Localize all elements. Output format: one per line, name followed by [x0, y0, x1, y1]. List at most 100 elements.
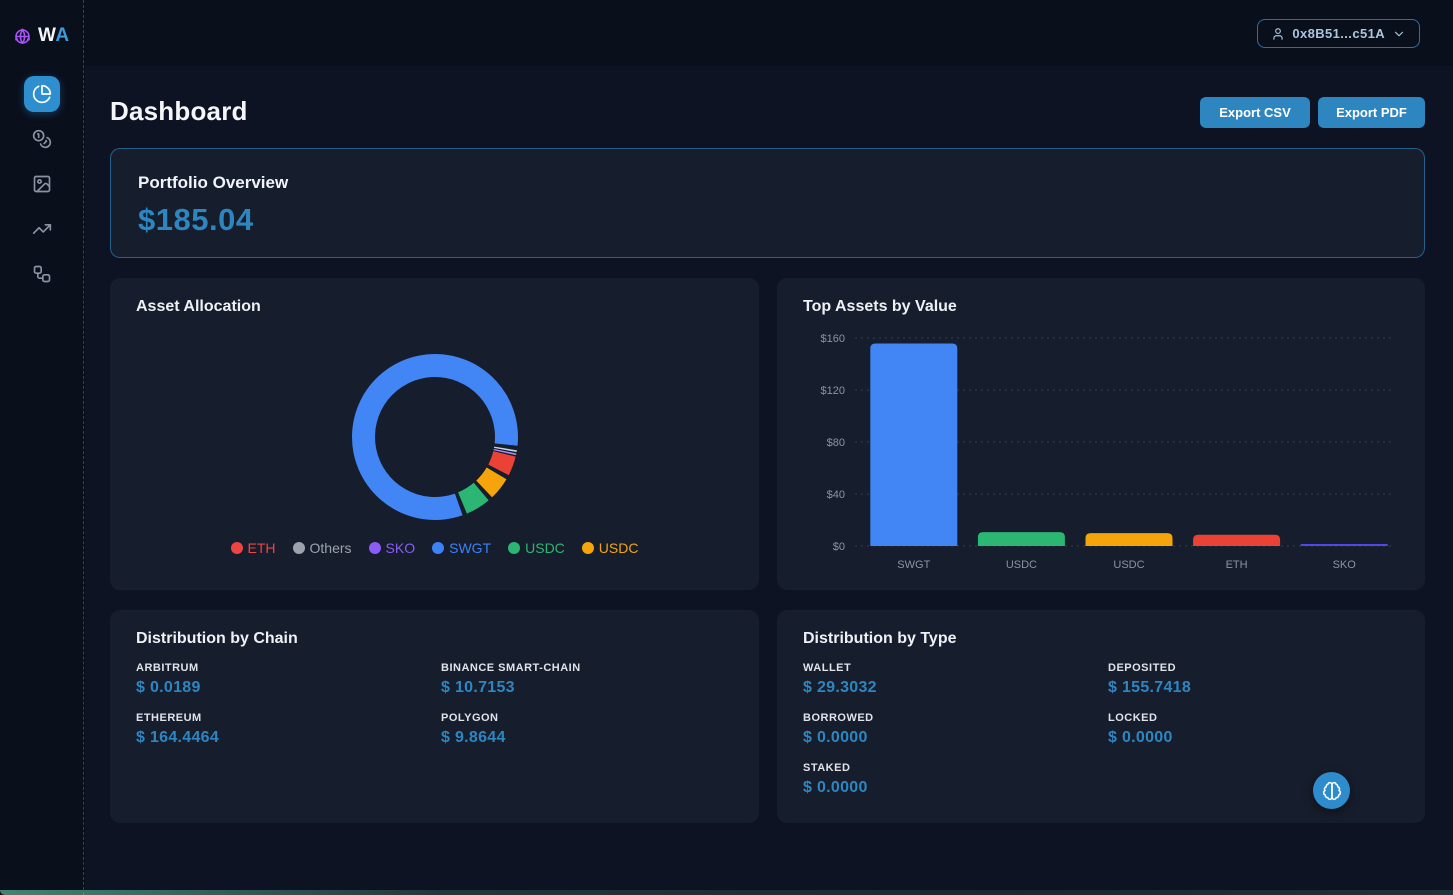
app-logo: WA: [13, 25, 70, 47]
y-axis-tick: $40: [827, 489, 845, 501]
distribution-label: ETHEREUM: [136, 712, 202, 724]
wallet-address: 0x8B51...c51A: [1292, 26, 1385, 41]
donut-slice-usdc-5[interactable]: [458, 482, 489, 514]
distribution-label: WALLET: [803, 662, 852, 674]
donut-legend: ETH Others SKO SWGT USDC USDC: [110, 540, 759, 556]
export-pdf-button[interactable]: Export PDF: [1318, 97, 1425, 128]
distribution-label: BORROWED: [803, 712, 874, 724]
type-distribution-list: WALLET $ 29.3032 DEPOSITED $ 155.7418 BORROW…: [803, 662, 1399, 797]
logo-text: WA: [38, 25, 70, 46]
legend-label: USDC: [598, 540, 639, 556]
ai-assistant-button[interactable]: [1313, 772, 1350, 809]
distribution-by-chain-card: Distribution by Chain ARBITRUM $ 0.0189 BI…: [110, 610, 759, 823]
coins-icon: [32, 129, 52, 149]
distribution-label: POLYGON: [441, 712, 499, 724]
distribution-item-binance-smart-chain: BINANCE SMART-CHAIN $ 10.7153: [441, 662, 733, 697]
distribution-by-type-title: Distribution by Type: [803, 630, 957, 647]
distribution-value: $ 0.0000: [1108, 729, 1173, 746]
distribution-label: BINANCE SMART-CHAIN: [441, 662, 581, 674]
distribution-item-locked: LOCKED $ 0.0000: [1108, 712, 1399, 747]
legend-dot: [230, 542, 243, 554]
distribution-item-polygon: POLYGON $ 9.8644: [441, 712, 733, 747]
legend-dot: [432, 542, 445, 554]
x-axis-label-eth: ETH: [1226, 559, 1248, 571]
sidebar: WA: [0, 0, 84, 895]
globe-network-icon: [15, 28, 30, 44]
distribution-label: LOCKED: [1108, 712, 1158, 724]
y-axis-tick: $80: [827, 437, 845, 449]
distribution-item-ethereum: ETHEREUM $ 164.4464: [136, 712, 441, 747]
distribution-item-deposited: DEPOSITED $ 155.7418: [1108, 662, 1399, 697]
legend-item-usdc[interactable]: USDC: [508, 540, 565, 556]
page-title: Dashboard: [110, 96, 248, 126]
legend-item-others[interactable]: Others: [292, 540, 352, 556]
sidebar-item-tokens[interactable]: [24, 121, 60, 157]
distribution-item-borrowed: BORROWED $ 0.0000: [803, 712, 1108, 747]
legend-item-sko[interactable]: SKO: [368, 540, 416, 556]
distribution-item-wallet: WALLET $ 29.3032: [803, 662, 1108, 697]
legend-item-eth[interactable]: ETH: [230, 540, 276, 556]
x-axis-label-usdc: USDC: [1113, 559, 1144, 571]
sidebar-item-dashboard[interactable]: [24, 76, 60, 112]
chain-distribution-list: ARBITRUM $ 0.0189 BINANCE SMART-CHAIN $ 10.…: [136, 662, 733, 747]
y-axis-tick: $120: [821, 385, 845, 397]
distribution-value: $ 155.7418: [1108, 679, 1192, 696]
top-assets-card: Top Assets by Value $0 $40 $80 $120 $160 SWGT…: [777, 278, 1425, 590]
legend-dot: [581, 542, 594, 554]
top-assets-bar-chart[interactable]: $0 $40 $80 $120 $160 SWGT USDC USDC ETH SKO: [777, 318, 1425, 580]
distribution-label: ARBITRUM: [136, 662, 199, 674]
sidebar-nav: [0, 76, 84, 292]
distribution-by-chain-title: Distribution by Chain: [136, 630, 298, 647]
donut-slice-eth-3[interactable]: [488, 451, 516, 476]
portfolio-total-value: $185.04: [138, 202, 254, 237]
bar-usdc-2[interactable]: [1085, 533, 1173, 546]
distribution-value: $ 10.7153: [441, 679, 515, 696]
x-axis-label-swgt: SWGT: [897, 559, 930, 571]
legend-item-usdc[interactable]: USDC: [581, 540, 639, 556]
legend-label: SWGT: [449, 540, 492, 556]
distribution-item-arbitrum: ARBITRUM $ 0.0189: [136, 662, 441, 697]
legend-label: ETH: [247, 540, 276, 556]
sidebar-item-nfts[interactable]: [24, 166, 60, 202]
donut-slice-sko-2[interactable]: [493, 448, 517, 456]
bar-eth-3[interactable]: [1193, 534, 1281, 546]
legend-label: Others: [309, 540, 352, 556]
wallet-address-button[interactable]: 0x8B51...c51A: [1257, 19, 1420, 48]
main-content: Dashboard Export CSV Export PDF Portfoli…: [85, 66, 1453, 895]
brain-icon: [1322, 781, 1341, 800]
top-assets-title: Top Assets by Value: [803, 298, 957, 315]
chevron-down-icon: [1394, 31, 1404, 36]
distribution-value: $ 0.0000: [803, 779, 868, 796]
distribution-item-staked: STAKED $ 0.0000: [803, 762, 1108, 797]
legend-label: USDC: [525, 540, 565, 556]
distribution-value: $ 29.3032: [803, 679, 877, 696]
user-icon: [1273, 27, 1284, 40]
legend-dot: [292, 542, 305, 554]
asset-allocation-card: Asset Allocation ETH Others SKO SWGT USDC USD…: [110, 278, 759, 590]
donut-slice-others-1[interactable]: [494, 446, 517, 453]
bar-usdc-1[interactable]: [977, 532, 1065, 546]
distribution-value: $ 164.4464: [136, 729, 220, 746]
sidebar-item-performance[interactable]: [24, 211, 60, 247]
portfolio-overview-card: Portfolio Overview $185.04: [110, 148, 1425, 258]
export-csv-button[interactable]: Export CSV: [1200, 97, 1310, 128]
asset-allocation-donut-chart[interactable]: [340, 342, 530, 532]
bar-sko-4[interactable]: [1300, 544, 1388, 546]
legend-item-swgt[interactable]: SWGT: [432, 540, 491, 556]
image-icon: [33, 175, 51, 193]
donut-slice-usdc-4[interactable]: [476, 467, 507, 498]
distribution-label: DEPOSITED: [1108, 662, 1177, 674]
distribution-value: $ 0.0189: [136, 679, 201, 696]
x-axis-label-usdc: USDC: [1006, 559, 1037, 571]
bar-swgt-0[interactable]: [870, 343, 958, 546]
legend-label: SKO: [385, 540, 416, 556]
x-axis-label-sko: SKO: [1333, 559, 1357, 571]
distribution-value: $ 9.8644: [441, 729, 506, 746]
pie-chart-icon: [32, 84, 52, 104]
sidebar-item-integrations[interactable]: [24, 256, 60, 292]
distribution-label: STAKED: [803, 762, 851, 774]
workflow-icon: [33, 265, 51, 283]
y-axis-tick: $0: [833, 541, 845, 553]
legend-dot: [368, 542, 381, 554]
